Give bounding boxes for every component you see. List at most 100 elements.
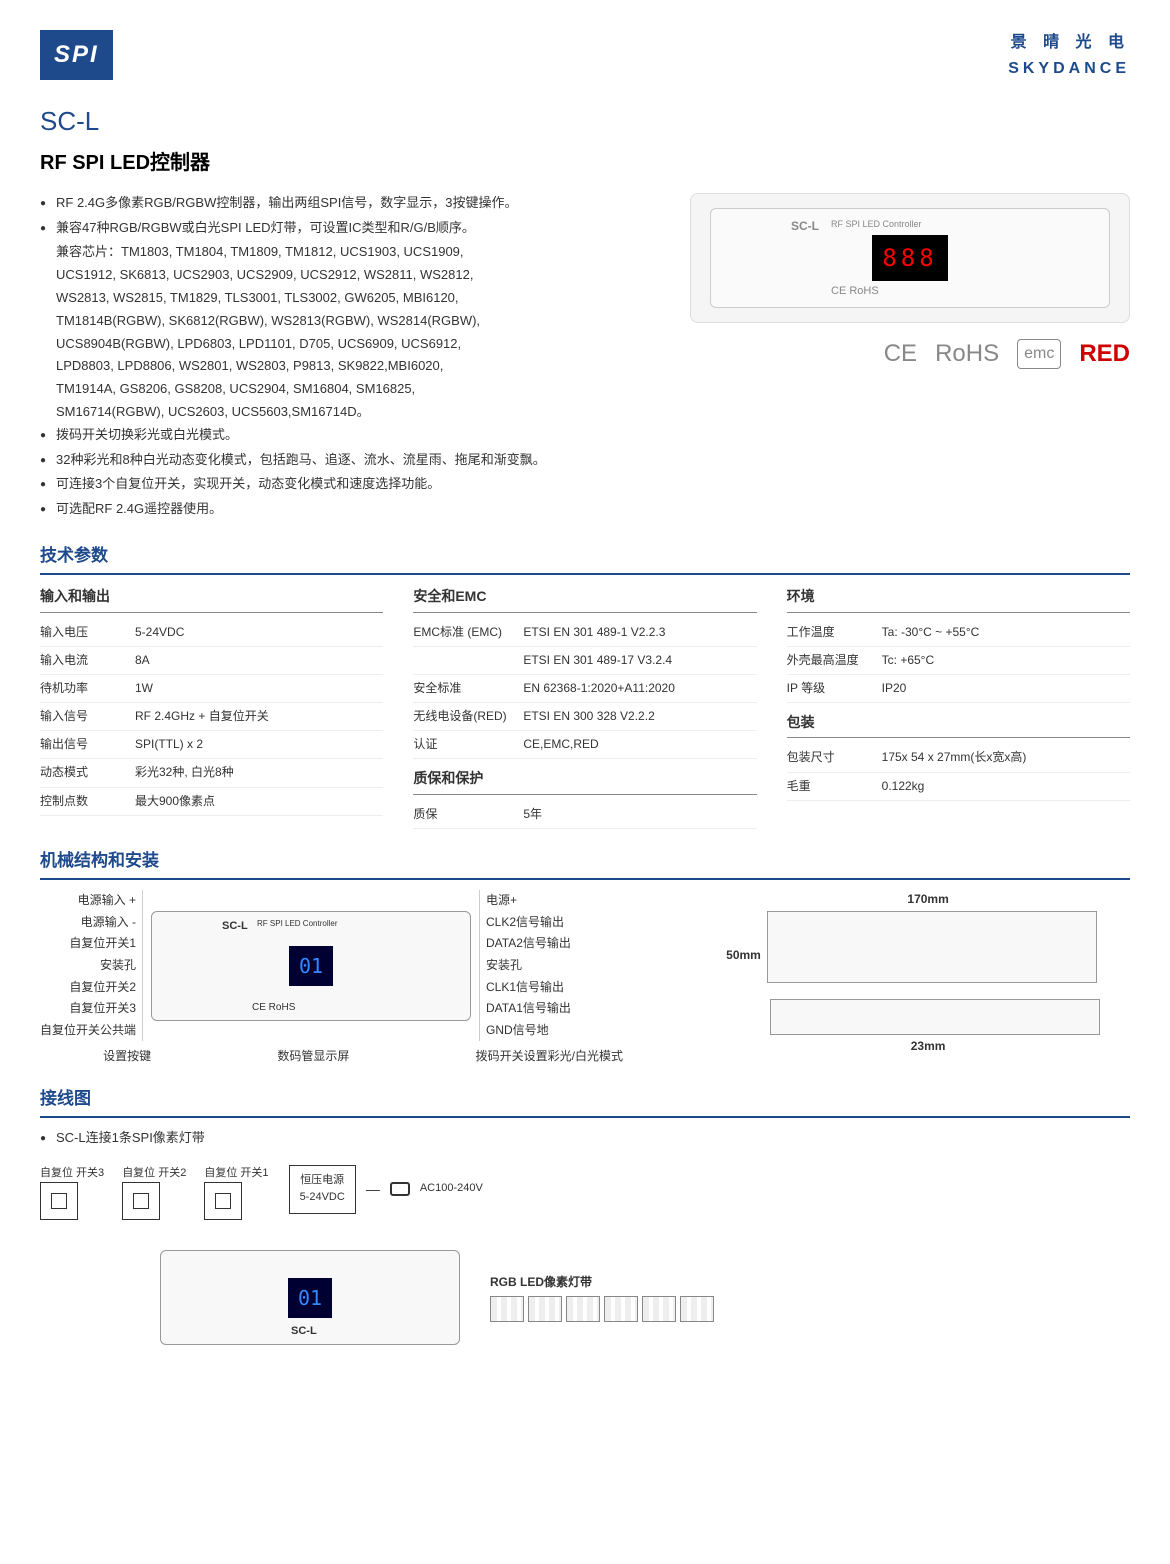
wiring-diagram: 自复位 开关3 自复位 开关2 自复位 开关1 恒压电源 5-24VDC — A…	[40, 1165, 1130, 1221]
chip-line: TM1814B(RGBW), SK6812(RGBW), WS2813(RGBW…	[40, 311, 670, 332]
pin-label: 电源输入 -	[40, 912, 136, 934]
spec-label: 输入电压	[40, 623, 135, 642]
rohs-mark: RoHS	[935, 335, 999, 373]
pin-label: CLK2信号输出	[486, 912, 571, 934]
emc-mark: emc	[1017, 339, 1061, 369]
section-mech-title: 机械结构和安装	[40, 847, 1130, 880]
spec-row: EMC标准 (EMC)ETSI EN 301 489-1 V2.2.3	[413, 619, 756, 647]
pin-label: DATA2信号输出	[486, 933, 571, 955]
specs-pack-title: 包装	[787, 711, 1130, 738]
led-segment	[604, 1296, 638, 1322]
led-segment	[642, 1296, 676, 1322]
spec-label: IP 等级	[787, 679, 882, 698]
spec-row: 毛重0.122kg	[787, 773, 1130, 801]
mech-diagram: 电源输入 + 电源输入 - 自复位开关1 安装孔 自复位开关2 自复位开关3 自…	[40, 890, 686, 1066]
dimension-drawing: 170mm 50mm 23mm	[726, 890, 1130, 1056]
chip-line: TM1914A, GS8206, GS8208, UCS2904, SM1680…	[40, 379, 670, 400]
psu-box: 恒压电源 5-24VDC	[289, 1165, 356, 1214]
switch-box-icon	[40, 1182, 78, 1220]
page-title: RF SPI LED控制器	[40, 147, 1130, 179]
wiring-device-label: SC-L	[291, 1323, 317, 1341]
feature-item: RF 2.4G多像素RGB/RGBW控制器，输出两组SPI信号，数字显示，3按键…	[40, 193, 670, 214]
spec-row: 控制点数最大900像素点	[40, 788, 383, 816]
callout-label: 拨码开关设置彩光/白光模式	[476, 1047, 623, 1066]
device-label: SC-L	[222, 918, 248, 936]
feature-item: 32种彩光和8种白光动态变化模式，包括跑马、追逐、流水、流星雨、拖尾和渐变飘。	[40, 450, 670, 471]
spec-label: 质保	[413, 805, 523, 824]
switch-label: 自复位 开关2	[122, 1165, 186, 1183]
spec-value: Ta: -30°C ~ +55°C	[882, 623, 1130, 642]
spec-row: 包装尺寸175x 54 x 27mm(长x宽x高)	[787, 744, 1130, 772]
brand-en: SKYDANCE	[1008, 56, 1130, 82]
spec-row: 质保5年	[413, 801, 756, 829]
wiring-subtitle: SC-L连接1条SPI像素灯带	[40, 1128, 1130, 1149]
certs-row: CE RoHS emc RED	[690, 335, 1130, 373]
pin-label: 自复位开关2	[40, 977, 136, 999]
product-label: SC-L	[791, 217, 819, 236]
spec-value: SPI(TTL) x 2	[135, 735, 383, 754]
ce-rohs-small: CE RoHS	[252, 1000, 295, 1016]
spec-label: 无线电设备(RED)	[413, 707, 523, 726]
feature-item: 拨码开关切换彩光或白光模式。	[40, 425, 670, 446]
spec-value: EN 62368-1:2020+A11:2020	[523, 679, 756, 698]
specs-env-col: 环境 工作温度Ta: -30°C ~ +55°C 外壳最高温度Tc: +65°C…	[787, 585, 1130, 829]
wiring-device: 01 SC-L	[160, 1250, 460, 1345]
switch-1: 自复位 开关1	[204, 1165, 268, 1221]
specs-safety-title: 安全和EMC	[413, 585, 756, 612]
spec-label: 毛重	[787, 777, 882, 796]
callout-label: 设置按键	[103, 1047, 151, 1066]
section-specs-title: 技术参数	[40, 542, 1130, 575]
spec-value: ETSI EN 300 328 V2.2.2	[523, 707, 756, 726]
switch-box-icon	[122, 1182, 160, 1220]
spec-value: CE,EMC,RED	[523, 735, 756, 754]
feature-item: 可连接3个自复位开关，实现开关，动态变化模式和速度选择功能。	[40, 474, 670, 495]
header: SPI 景 晴 光 电 SKYDANCE	[40, 30, 1130, 81]
section-wiring-title: 接线图	[40, 1085, 1130, 1118]
chip-line: UCS1912, SK6813, UCS2903, UCS2909, UCS29…	[40, 265, 670, 286]
dim-top-view	[767, 911, 1097, 983]
spec-value: 8A	[135, 651, 383, 670]
spec-row: 工作温度Ta: -30°C ~ +55°C	[787, 619, 1130, 647]
spec-label: 外壳最高温度	[787, 651, 882, 670]
ce-mark: CE	[884, 335, 917, 373]
wiring-device-display: 01	[288, 1278, 332, 1318]
spec-row: 输入信号RF 2.4GHz + 自复位开关	[40, 703, 383, 731]
chip-line: LPD8803, LPD8806, WS2801, WS2803, P9813,…	[40, 356, 670, 377]
spec-label: 动态模式	[40, 763, 135, 782]
pin-label: DATA1信号输出	[486, 998, 571, 1020]
spec-value: 最大900像素点	[135, 792, 383, 811]
spec-value: 彩光32种, 白光8种	[135, 763, 383, 782]
spec-row: 待机功率1W	[40, 675, 383, 703]
dim-width-label: 170mm	[726, 890, 1130, 909]
strip-label: RGB LED像素灯带	[490, 1273, 714, 1292]
dim-height-label: 50mm	[726, 946, 761, 965]
spec-value: RF 2.4GHz + 自复位开关	[135, 707, 383, 726]
spec-value: 1W	[135, 679, 383, 698]
switch-2: 自复位 开关2	[122, 1165, 186, 1221]
chip-line: SM16714(RGBW), UCS2603, UCS5603,SM16714D…	[40, 402, 670, 423]
led-segment	[680, 1296, 714, 1322]
callout-label: 数码管显示屏	[277, 1047, 349, 1066]
spec-label: 待机功率	[40, 679, 135, 698]
device-display: 01	[289, 946, 333, 986]
spec-row: 输入电压5-24VDC	[40, 619, 383, 647]
spec-row: 动态模式彩光32种, 白光8种	[40, 759, 383, 787]
spec-value: Tc: +65°C	[882, 651, 1130, 670]
ac-label: AC100-240V	[420, 1180, 483, 1198]
led-segment	[528, 1296, 562, 1322]
spec-row: 无线电设备(RED)ETSI EN 300 328 V2.2.2	[413, 703, 756, 731]
pin-label: GND信号地	[486, 1020, 571, 1042]
feature-item: 兼容47种RGB/RGBW或白光SPI LED灯带，可设置IC类型和R/G/B顺…	[40, 218, 670, 239]
ce-rohs-small: CE RoHS	[831, 283, 879, 301]
led-segment	[490, 1296, 524, 1322]
specs-safety-col: 安全和EMC EMC标准 (EMC)ETSI EN 301 489-1 V2.2…	[413, 585, 756, 829]
spec-row: 安全标准EN 62368-1:2020+A11:2020	[413, 675, 756, 703]
dim-depth-label: 23mm	[726, 1037, 1130, 1056]
spec-value: 0.122kg	[882, 777, 1130, 796]
ac-plug-icon	[390, 1182, 410, 1196]
dim-side-view	[770, 999, 1100, 1035]
spec-label: 控制点数	[40, 792, 135, 811]
spi-badge: SPI	[40, 30, 113, 80]
spec-label: 工作温度	[787, 623, 882, 642]
chip-line: UCS8904B(RGBW), LPD6803, LPD1101, D705, …	[40, 334, 670, 355]
